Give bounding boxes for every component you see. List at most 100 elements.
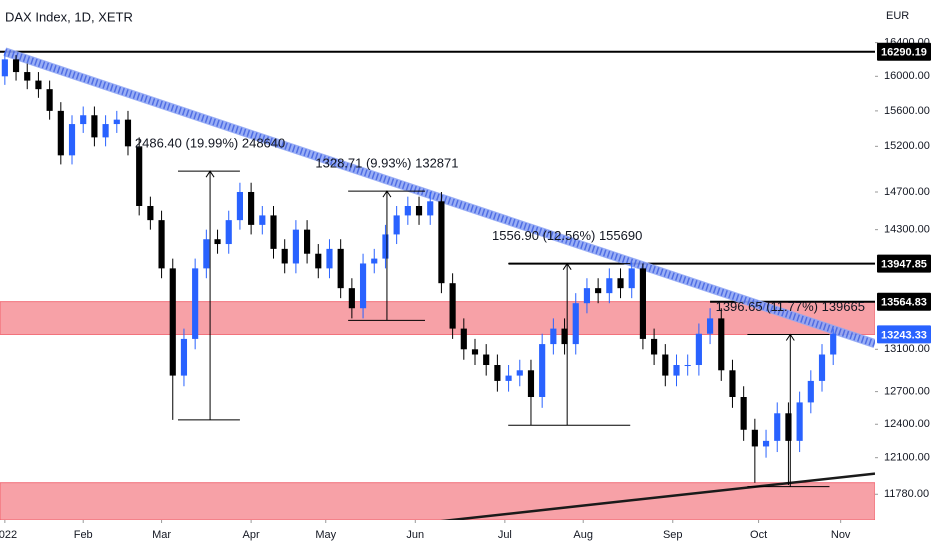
measure-label: 1328.71 (9.93%) 132871 bbox=[315, 156, 458, 171]
currency: EUR bbox=[886, 10, 909, 22]
x-tick-label: Nov bbox=[831, 529, 851, 541]
candle-body bbox=[740, 397, 747, 430]
trendline-hatch bbox=[3, 48, 875, 347]
candle-body bbox=[169, 268, 176, 376]
measure-arrow bbox=[785, 333, 795, 341]
candle-body bbox=[359, 263, 367, 309]
candle-body bbox=[561, 328, 568, 345]
candle-body bbox=[102, 124, 109, 138]
price-label: 13564.83 bbox=[881, 297, 927, 309]
candle-body bbox=[460, 328, 467, 350]
candle-body bbox=[662, 354, 669, 376]
candle-body bbox=[203, 239, 210, 269]
candle-body bbox=[46, 89, 53, 111]
candle-body bbox=[718, 318, 725, 371]
trendline bbox=[440, 472, 875, 520]
candle-body bbox=[617, 278, 624, 289]
x-tick-label: Apr bbox=[243, 529, 260, 541]
candle-body bbox=[1, 59, 8, 77]
candle-body bbox=[136, 146, 143, 206]
y-tick-label: 15200.00 bbox=[884, 140, 930, 152]
candle-body bbox=[214, 239, 221, 245]
y-tick-label: 14300.00 bbox=[884, 224, 930, 236]
x-tick-label: Feb bbox=[74, 529, 93, 541]
candle-body bbox=[304, 229, 311, 254]
x-tick-label: 2022 bbox=[0, 529, 17, 541]
candle-body bbox=[315, 253, 322, 269]
candle-body bbox=[24, 72, 31, 81]
candle-body bbox=[326, 248, 333, 269]
measure-label: 1396.65 (11.77%) 139665 bbox=[716, 299, 865, 314]
candle-body bbox=[774, 413, 781, 441]
candle-body bbox=[35, 80, 42, 90]
y-tick-label: 12700.00 bbox=[884, 386, 930, 398]
candle-body bbox=[830, 333, 837, 355]
x-tick-label: Jun bbox=[406, 529, 424, 541]
candle-body bbox=[818, 354, 826, 381]
candle-body bbox=[796, 402, 803, 441]
candle-body bbox=[449, 283, 456, 329]
x-tick-label: Jul bbox=[498, 529, 512, 541]
candle-body bbox=[628, 268, 635, 289]
candle-body bbox=[673, 365, 680, 376]
price-label-box bbox=[877, 325, 931, 344]
candle-body bbox=[471, 349, 479, 355]
price-label: 16290.19 bbox=[881, 47, 927, 59]
measure-arrow bbox=[205, 170, 215, 178]
measure-label: 2486.40 (19.99%) 248640 bbox=[135, 136, 285, 151]
candle-body bbox=[80, 115, 87, 125]
candle-body bbox=[348, 288, 355, 309]
candle-body bbox=[68, 124, 76, 156]
candle-body bbox=[147, 205, 154, 221]
price-label: 13947.85 bbox=[881, 259, 927, 271]
y-tick-label: 16000.00 bbox=[884, 70, 930, 82]
y-tick-label: 13100.00 bbox=[884, 343, 930, 355]
candle-body bbox=[516, 370, 523, 376]
candle-body bbox=[248, 191, 255, 225]
candle-body bbox=[404, 205, 411, 216]
candle-body bbox=[259, 215, 266, 225]
candle-body bbox=[113, 119, 120, 125]
price-label-box bbox=[877, 292, 931, 311]
plot-area bbox=[0, 47, 875, 520]
x-tick-label: May bbox=[315, 529, 336, 541]
measure-arrow bbox=[382, 190, 392, 198]
candle-body bbox=[572, 303, 579, 345]
y-tick-label: 12400.00 bbox=[884, 418, 930, 430]
y-tick-label: 11780.00 bbox=[884, 488, 929, 500]
x-tick-label: Oct bbox=[750, 529, 767, 541]
candle-body bbox=[595, 288, 602, 294]
candle-body bbox=[124, 119, 132, 147]
candle-body bbox=[785, 413, 792, 441]
price-label: 13243.33 bbox=[881, 329, 927, 341]
candle-body bbox=[12, 59, 20, 73]
candle-body bbox=[539, 344, 546, 398]
candle-body bbox=[438, 201, 445, 284]
candle-body bbox=[695, 333, 702, 366]
candle-body bbox=[606, 278, 613, 294]
x-tick-label: Sep bbox=[663, 529, 683, 541]
candle-body bbox=[427, 201, 434, 216]
candle-body bbox=[415, 205, 423, 216]
candle-body bbox=[494, 365, 501, 381]
candle-body bbox=[550, 328, 557, 345]
x-tick-label: Aug bbox=[573, 529, 593, 541]
candle-body bbox=[807, 380, 814, 403]
candle-body bbox=[505, 375, 512, 381]
candle-body bbox=[236, 191, 244, 221]
candle-body bbox=[192, 268, 199, 339]
price-label-box bbox=[877, 42, 931, 61]
candle-body bbox=[527, 370, 535, 398]
measure-arrow bbox=[562, 262, 572, 270]
candle-body bbox=[651, 338, 658, 355]
candle-body bbox=[751, 429, 758, 447]
y-tick-label: 15600.00 bbox=[884, 105, 930, 117]
y-tick-label: 12100.00 bbox=[884, 452, 930, 464]
support-zone bbox=[0, 301, 875, 335]
y-tick-label: 14700.00 bbox=[884, 186, 930, 198]
candle-body bbox=[393, 215, 400, 235]
candle-body bbox=[483, 354, 490, 366]
candle-body bbox=[158, 220, 165, 269]
candle-body bbox=[762, 440, 770, 447]
